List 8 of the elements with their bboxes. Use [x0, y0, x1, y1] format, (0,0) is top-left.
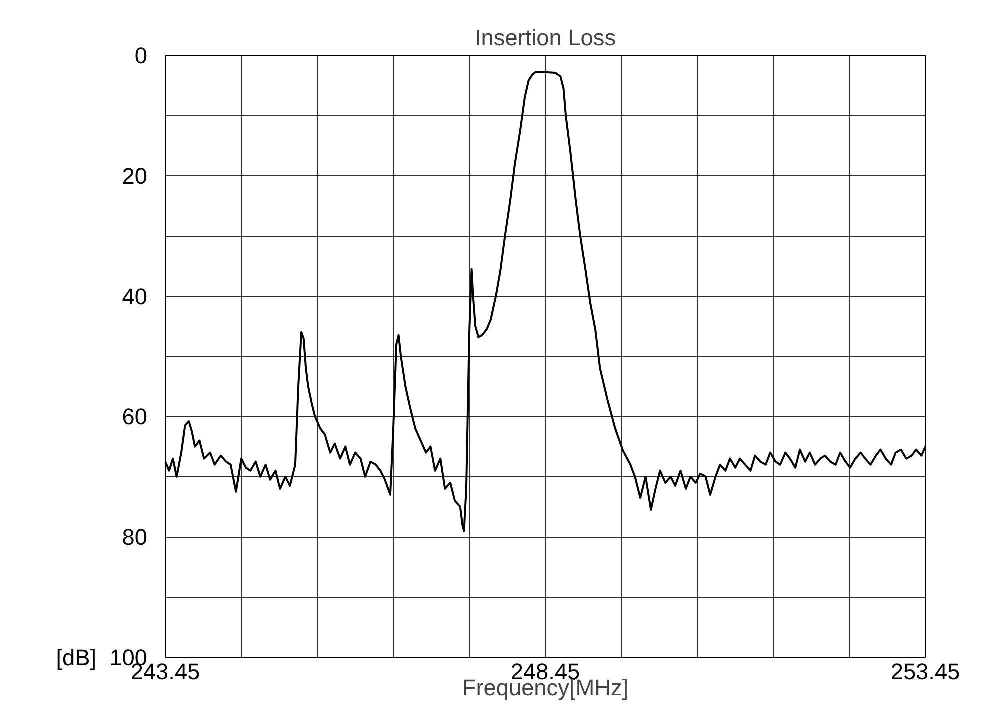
y-tick-label: 80: [122, 524, 148, 550]
y-tick-label: 20: [122, 162, 148, 189]
x-tick-label: 253.45: [890, 658, 960, 684]
y-tick-label: 0: [134, 42, 148, 68]
y-tick-label: 40: [122, 283, 148, 310]
chart-title: Insertion Loss: [474, 24, 616, 50]
y-axis-title: [dB]: [56, 644, 97, 670]
y-tick-label: 60: [122, 404, 148, 430]
